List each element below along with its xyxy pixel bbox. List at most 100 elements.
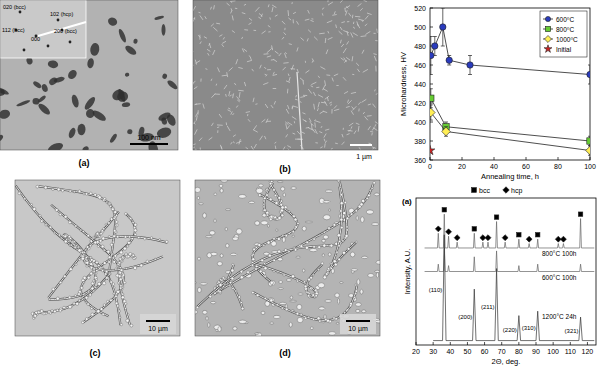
precipitate (103, 197, 105, 199)
precipitate (229, 284, 231, 286)
precipitate (276, 304, 278, 306)
precipitate (48, 298, 50, 300)
precipitate (110, 87, 126, 102)
precipitate (85, 256, 87, 258)
precipitate (97, 233, 99, 235)
precipitate (357, 279, 360, 285)
lamella (217, 126, 219, 128)
precipitate (256, 294, 259, 297)
precipitate (16, 99, 31, 107)
lamella (308, 30, 311, 33)
precipitate (355, 284, 357, 286)
precipitate (261, 311, 265, 314)
lamella (300, 78, 304, 81)
precipitate (328, 227, 331, 230)
precipitate (230, 253, 236, 255)
peak-label: (220) (503, 327, 517, 333)
precipitate (122, 256, 124, 258)
lamella (365, 24, 367, 26)
precipitate (86, 109, 95, 119)
precipitate (55, 208, 58, 211)
lamella (228, 110, 232, 112)
point (454, 235, 460, 241)
precipitate (122, 102, 131, 107)
precipitate (277, 237, 280, 240)
precipitate (63, 275, 66, 278)
lamella (287, 89, 289, 94)
lamella (343, 48, 346, 53)
precipitate (32, 98, 39, 105)
precipitate (93, 290, 95, 292)
micrograph (193, 0, 378, 150)
precipitate (233, 327, 237, 330)
precipitate (126, 268, 128, 270)
lamella (244, 29, 248, 30)
precipitate (64, 240, 67, 243)
precipitate (82, 230, 84, 232)
lamella (336, 85, 338, 86)
legend-box (540, 11, 587, 57)
lamella (351, 33, 353, 38)
precipitate (368, 274, 374, 278)
lamella (315, 142, 318, 143)
precipitate (322, 254, 324, 257)
lamella (325, 96, 329, 99)
grain-boundary-edge (39, 186, 116, 280)
lamella (346, 57, 350, 60)
lamella (209, 44, 210, 46)
legend-label: bcc (479, 187, 490, 194)
lamella (318, 102, 319, 108)
lamella (193, 144, 196, 146)
lamella (224, 85, 227, 89)
lamella (311, 82, 316, 84)
precipitate (74, 295, 76, 297)
precipitate (102, 282, 105, 285)
precipitate (106, 277, 109, 280)
precipitate (40, 220, 43, 223)
precipitate (105, 224, 107, 226)
lamella (265, 75, 267, 77)
legend-marker (472, 188, 477, 193)
precipitate (220, 254, 223, 258)
point (586, 146, 590, 155)
precipitate (217, 262, 222, 266)
precipitate (58, 234, 60, 236)
point (536, 233, 540, 237)
precipitate (277, 181, 283, 183)
precipitate (290, 300, 297, 302)
legend: 600⁰C800⁰C1000⁰CInitial (540, 11, 587, 57)
precipitate (112, 257, 114, 259)
x-tick-label: 110 (565, 348, 576, 355)
precipitate (92, 237, 94, 239)
lamella (239, 139, 241, 144)
precipitate (86, 246, 89, 249)
precipitate (335, 255, 337, 257)
precipitate (338, 240, 340, 242)
precipitate (284, 249, 287, 252)
lamella (263, 83, 268, 85)
scale-bar-label: 10 µm (148, 325, 168, 333)
precipitate (48, 311, 51, 314)
lamella (196, 112, 198, 116)
precipitate (319, 234, 321, 236)
precipitate (296, 312, 299, 315)
lamella (264, 67, 266, 69)
precipitate (200, 283, 207, 285)
point (494, 215, 498, 219)
series-line (425, 214, 595, 248)
precipitate (307, 291, 309, 293)
precipitate (203, 213, 207, 218)
lamella (200, 42, 201, 44)
lamella (308, 10, 310, 14)
lamella (326, 50, 328, 55)
precipitate (325, 300, 332, 303)
precipitate (249, 201, 255, 203)
lamella (246, 147, 249, 149)
lamella (236, 59, 238, 64)
lamella (356, 63, 359, 66)
lamella (351, 92, 356, 93)
x-tick-label: 80 (515, 348, 523, 355)
lamella (217, 130, 218, 133)
lamella (208, 53, 209, 56)
precipitate (232, 287, 234, 289)
